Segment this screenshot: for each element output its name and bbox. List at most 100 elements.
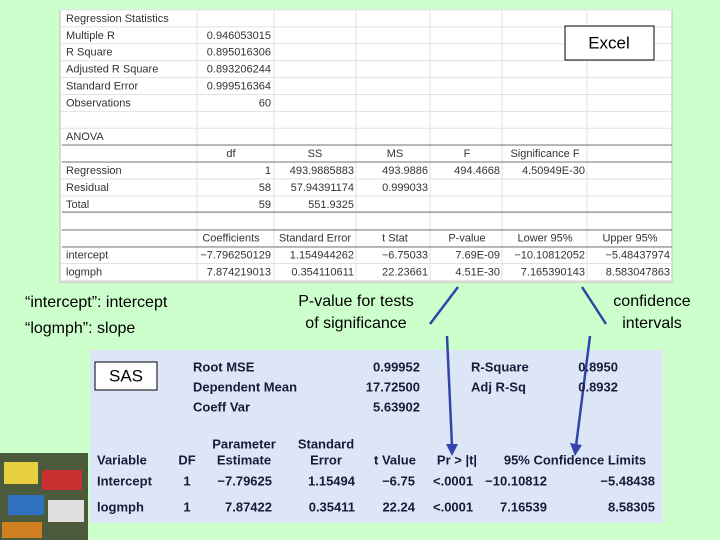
- excel-label-box: [564, 25, 655, 61]
- annotation: “logmph”: slope: [25, 320, 135, 337]
- car: [48, 500, 84, 522]
- stat-label: Adj R-Sq: [471, 379, 526, 394]
- cell-value: 493.9885883: [290, 165, 354, 177]
- arrow: [580, 286, 608, 325]
- stat-label: Coeff Var: [193, 399, 250, 414]
- column-header: 95% Confidence Limits: [504, 452, 646, 467]
- column-header: Variable: [97, 452, 147, 467]
- cell-value: 0.895016306: [207, 47, 271, 59]
- column-header: F: [464, 148, 471, 160]
- cell-value: −6.75: [382, 473, 415, 488]
- cell-value: 22.24: [382, 499, 415, 514]
- cell-value: 59: [259, 199, 271, 211]
- cell-value: 57.94391174: [291, 182, 354, 194]
- column-header: Parameter: [212, 436, 276, 451]
- column-header: Significance F: [510, 148, 579, 160]
- cell-value: −5.48438: [600, 473, 655, 488]
- arrow-head: [570, 443, 582, 456]
- stat-label: Root MSE: [193, 359, 255, 374]
- sas-panel: [90, 350, 663, 523]
- column-header: Pr > |t|: [437, 452, 477, 467]
- row-label: Multiple R: [66, 30, 115, 42]
- car: [4, 462, 38, 484]
- column-header: DF: [178, 452, 195, 467]
- cell-value: 0.999516364: [207, 81, 271, 93]
- cell-value: 8.58305: [608, 499, 655, 514]
- cell-value: 22.23661: [382, 266, 428, 278]
- car: [8, 495, 44, 515]
- car-picture: [0, 453, 88, 540]
- column-header: MS: [387, 148, 404, 160]
- cell-value: −7.79625: [217, 473, 272, 488]
- cell-value: 0.946053015: [207, 30, 271, 42]
- row-label: intercept: [66, 250, 108, 262]
- column-header: P-value: [448, 233, 485, 245]
- row-label: Standard Error: [66, 81, 138, 93]
- row-label: Adjusted R Square: [66, 64, 158, 76]
- cell-value: −6.75033: [382, 250, 428, 262]
- cell-value: 58: [259, 182, 271, 194]
- cell-value: 4.50949E-30: [522, 165, 585, 177]
- column-header: Lower 95%: [517, 233, 572, 245]
- cell-value: 7.165390143: [521, 266, 585, 278]
- arrows: [429, 286, 608, 447]
- cell-value: 493.9886: [382, 165, 428, 177]
- column-header: Upper 95%: [602, 233, 657, 245]
- cell-value: 0.999033: [382, 182, 428, 194]
- cell-value: 1: [265, 165, 271, 177]
- row-label: Residual: [66, 182, 109, 194]
- row-label: R Square: [66, 47, 112, 59]
- column-header: Estimate: [217, 452, 271, 467]
- sas-label-box: [94, 361, 158, 391]
- cell-value: 551.9325: [308, 199, 354, 211]
- row-label: Observations: [66, 97, 131, 109]
- cell-value: 1: [183, 499, 190, 514]
- annotation: of significance: [305, 315, 406, 332]
- cell-value: <.0001: [433, 499, 473, 514]
- column-header: Coefficients: [202, 233, 260, 245]
- excel-label: Excel: [588, 33, 630, 52]
- cell-value: −5.48437974: [605, 250, 670, 262]
- row-label: logmph: [97, 499, 144, 514]
- arrow: [445, 335, 454, 447]
- stat-value: 0.8932: [578, 379, 618, 394]
- row-label: Intercept: [97, 473, 153, 488]
- cell-value: 8.583047863: [606, 266, 670, 278]
- column-header: Standard: [298, 436, 354, 451]
- column-header: Error: [310, 452, 342, 467]
- annotation: confidence: [613, 293, 690, 310]
- cell-value: 60: [259, 97, 271, 109]
- column-header: SS: [308, 148, 323, 160]
- cell-value: 7.874219013: [207, 266, 271, 278]
- column-header: Standard Error: [279, 233, 351, 245]
- stat-label: Dependent Mean: [193, 379, 297, 394]
- cell-value: <.0001: [433, 473, 473, 488]
- cell-value: −10.10812052: [514, 250, 585, 262]
- arrow-head: [446, 444, 458, 456]
- stat-value: 0.8950: [578, 359, 618, 374]
- column-header: t Stat: [382, 233, 408, 245]
- cell-value: 7.69E-09: [455, 250, 500, 262]
- cell-value: 0.893206244: [207, 64, 271, 76]
- cell-value: 494.4668: [454, 165, 500, 177]
- sas-label: SAS: [109, 366, 143, 385]
- annotation: P-value for tests: [298, 293, 414, 310]
- cell-value: 1.15494: [308, 473, 356, 488]
- annotation: intervals: [622, 315, 682, 332]
- column-header: df: [226, 148, 236, 160]
- annotation: “intercept”: intercept: [25, 294, 168, 311]
- arrow: [574, 335, 592, 447]
- row-label: logmph: [66, 266, 102, 278]
- arrow: [429, 286, 459, 325]
- row-label: Regression: [66, 165, 122, 177]
- stat-value: 5.63902: [373, 399, 420, 414]
- cell-value: −10.10812: [485, 473, 547, 488]
- cell-value: 1.154944262: [290, 250, 354, 262]
- cell-value: −7.796250129: [200, 250, 271, 262]
- excel-grid: [60, 9, 672, 282]
- stat-value: 17.72500: [366, 379, 420, 394]
- stat-label: R-Square: [471, 359, 529, 374]
- car: [2, 522, 42, 538]
- stat-value: 0.99952: [373, 359, 420, 374]
